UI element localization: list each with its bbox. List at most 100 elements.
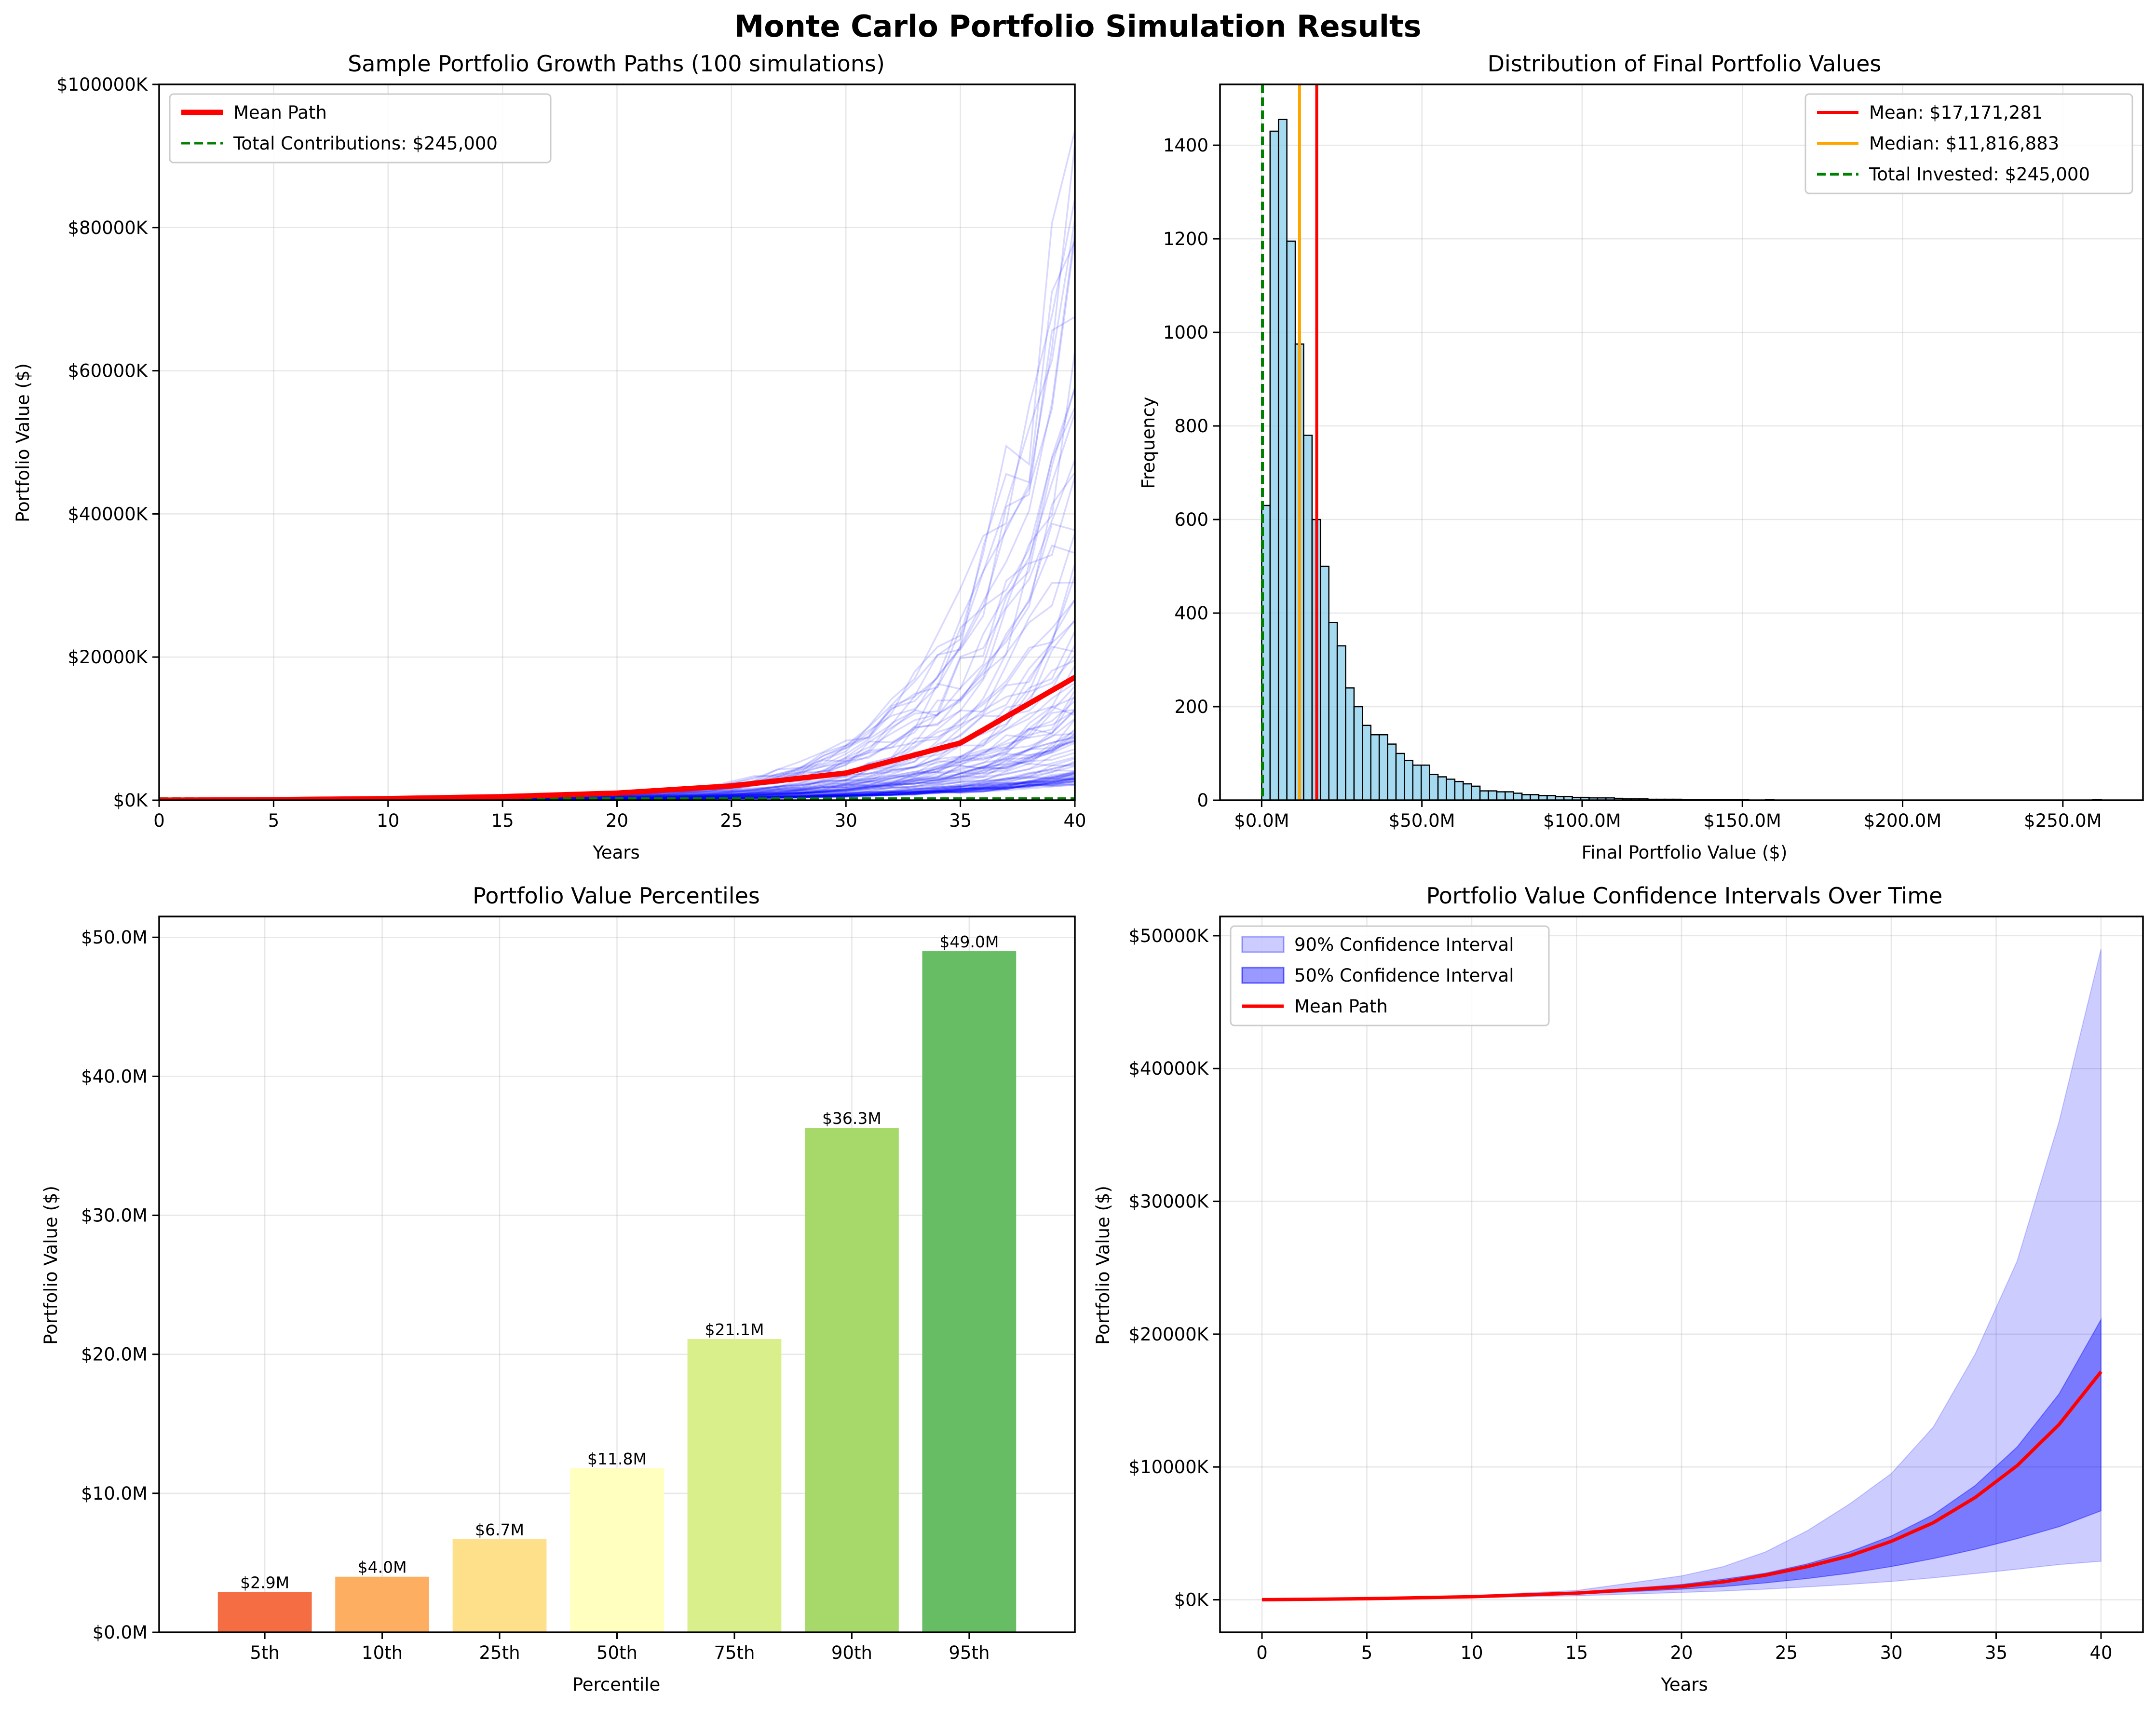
final-distribution-xtick-label: $200.0M xyxy=(1864,810,1941,831)
histogram-bar xyxy=(1269,130,1279,800)
histogram-bar xyxy=(1437,776,1447,800)
percentile-value-label: $6.7M xyxy=(475,1520,524,1539)
growth-paths-xtick-label: 30 xyxy=(835,810,857,831)
final-distribution-xtick-label: $100.0M xyxy=(1543,810,1621,831)
percentile-category-label: 10th xyxy=(362,1642,403,1663)
confidence-intervals-xtick-label: 0 xyxy=(1256,1642,1268,1663)
final-distribution-ytick-label: 600 xyxy=(1174,509,1208,530)
percentile-bar xyxy=(570,1468,664,1632)
percentile-category-label: 90th xyxy=(831,1642,872,1663)
confidence-intervals-ytick-label: $40000K xyxy=(1128,1058,1209,1079)
histogram-bar xyxy=(1286,240,1296,800)
final-distribution-xtick-label: $250.0M xyxy=(2024,810,2102,831)
histogram-bar xyxy=(1336,645,1346,800)
histogram-bar xyxy=(1479,790,1489,800)
final-distribution-ytick-label: 400 xyxy=(1174,603,1208,624)
growth-paths-xtick-label: 0 xyxy=(153,810,165,831)
confidence-intervals-ylabel: Portfolio Value ($) xyxy=(1093,1186,1113,1345)
growth-paths-axes-frame xyxy=(158,83,1076,801)
histogram-bar xyxy=(1454,780,1464,800)
final-distribution-panel: Distribution of Final Portfolio Values F… xyxy=(1138,51,2144,863)
growth-paths-legend-label: Mean Path xyxy=(233,102,327,123)
confidence-intervals-panel: Portfolio Value Confidence Intervals Ove… xyxy=(1093,883,2144,1695)
percentile-bar xyxy=(217,1592,312,1632)
percentile-value-label: $11.8M xyxy=(587,1449,647,1468)
final-distribution-ytick-label: 1200 xyxy=(1163,229,1208,249)
percentiles-ytick-label: $20.0M xyxy=(81,1344,148,1365)
mean-path-line xyxy=(159,675,1075,800)
percentile-bar xyxy=(335,1576,429,1632)
growth-paths-legend-label: Total Contributions: $245,000 xyxy=(233,133,498,154)
confidence-intervals-xtick-label: 40 xyxy=(2089,1642,2112,1663)
confidence-intervals-legend-label: 90% Confidence Interval xyxy=(1294,934,1514,955)
confidence-intervals-xlabel: Years xyxy=(1660,1674,1708,1695)
growth-paths-xtick-label: 25 xyxy=(720,810,743,831)
percentile-category-label: 50th xyxy=(597,1642,637,1663)
confidence-intervals-axes-frame xyxy=(1219,916,2144,1633)
confidence-intervals-xtick-label: 20 xyxy=(1670,1642,1693,1663)
percentiles-ylabel: Portfolio Value ($) xyxy=(41,1186,61,1345)
confidence-intervals-xtick-label: 10 xyxy=(1460,1642,1483,1663)
growth-paths-xtick-label: 20 xyxy=(606,810,628,831)
final-distribution-legend-label: Median: $11,816,883 xyxy=(1869,133,2059,154)
histogram-bar xyxy=(1513,793,1523,800)
histogram-bar xyxy=(1362,725,1372,800)
confidence-intervals-ytick-label: $0K xyxy=(1174,1590,1209,1611)
confidence-intervals-xtick-label: 30 xyxy=(1880,1642,1902,1663)
histogram-bar xyxy=(1404,760,1414,800)
percentile-category-label: 95th xyxy=(949,1642,990,1663)
final-distribution-ylabel: Frequency xyxy=(1138,396,1159,489)
growth-paths-ytick-label: $40000K xyxy=(68,504,148,524)
growth-paths-xtick-label: 15 xyxy=(491,810,514,831)
growth-paths-legend-box xyxy=(169,93,552,164)
confidence-intervals-legend-label: Mean Path xyxy=(1294,996,1388,1017)
histogram-bar xyxy=(1328,622,1338,800)
growth-paths-ytick-label: $100000K xyxy=(56,74,149,95)
percentiles-ytick-label: $10.0M xyxy=(81,1483,148,1504)
percentile-bar xyxy=(805,1127,899,1632)
figure-suptitle: Monte Carlo Portfolio Simulation Results xyxy=(734,9,1421,44)
final-distribution-legend-label: Total Invested: $245,000 xyxy=(1869,164,2090,185)
percentile-category-label: 75th xyxy=(714,1642,755,1663)
final-distribution-axes-frame xyxy=(1219,83,2144,801)
percentiles-axes-frame xyxy=(158,916,1076,1633)
growth-paths-ytick-label: $0K xyxy=(113,790,149,811)
percentiles-title: Portfolio Value Percentiles xyxy=(473,883,760,909)
final-distribution-ytick-label: 800 xyxy=(1174,416,1208,437)
histogram-bar xyxy=(1345,687,1355,800)
final-distribution-ytick-label: 0 xyxy=(1197,790,1208,811)
percentiles-panel: Portfolio Value Percentiles Percentile P… xyxy=(41,883,1076,1695)
histogram-bar xyxy=(1429,774,1439,800)
growth-paths-xtick-label: 35 xyxy=(949,810,972,831)
growth-paths-ytick-label: $60000K xyxy=(68,361,148,382)
final-distribution-xtick-label: $0.0M xyxy=(1234,810,1289,831)
final-distribution-title: Distribution of Final Portfolio Values xyxy=(1488,51,1882,77)
histogram-bar xyxy=(1370,734,1380,800)
growth-paths-xlabel: Years xyxy=(592,842,640,863)
ci-mean-path-line xyxy=(1261,1370,2102,1601)
histogram-bar xyxy=(1378,734,1388,800)
growth-paths-ytick-label: $20000K xyxy=(68,647,148,668)
percentile-value-label: $49.0M xyxy=(939,932,999,951)
confidence-intervals-title: Portfolio Value Confidence Intervals Ove… xyxy=(1426,883,1943,909)
growth-paths-title: Sample Portfolio Growth Paths (100 simul… xyxy=(348,51,885,77)
percentiles-ytick-label: $0.0M xyxy=(93,1622,148,1643)
confidence-intervals-xtick-label: 15 xyxy=(1565,1642,1588,1663)
confidence-intervals-ytick-label: $10000K xyxy=(1128,1457,1209,1477)
final-distribution-ytick-label: 1000 xyxy=(1163,322,1208,343)
growth-paths-ylabel: Portfolio Value ($) xyxy=(13,363,33,522)
confidence-intervals-xtick-label: 35 xyxy=(1985,1642,2007,1663)
percentile-bar xyxy=(452,1539,547,1632)
growth-paths-xtick-label: 5 xyxy=(268,810,280,831)
histogram-bar xyxy=(1505,791,1515,800)
histogram-bar xyxy=(1412,765,1422,800)
final-distribution-ytick-label: 1400 xyxy=(1163,135,1208,156)
final-distribution-xtick-label: $50.0M xyxy=(1389,810,1455,831)
histogram-bar xyxy=(1303,435,1313,800)
percentile-value-label: $4.0M xyxy=(358,1558,407,1577)
histogram-bar xyxy=(1277,119,1288,800)
histogram-bar xyxy=(1446,779,1456,800)
histogram-bar xyxy=(1496,791,1506,800)
final-distribution-ytick-label: 200 xyxy=(1174,697,1208,717)
growth-paths-ytick-label: $80000K xyxy=(68,218,148,238)
